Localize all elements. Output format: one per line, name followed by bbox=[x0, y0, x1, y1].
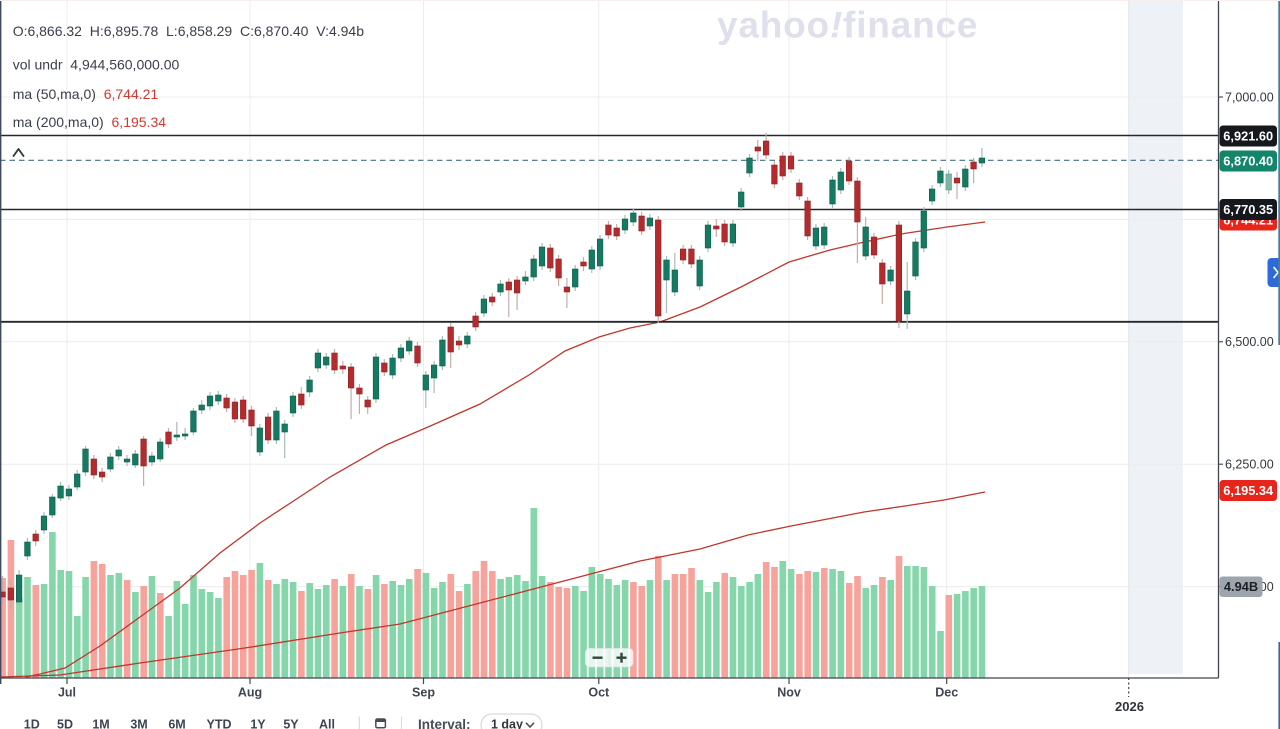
svg-text:6,500.00: 6,500.00 bbox=[1225, 335, 1274, 349]
svg-text:Aug: Aug bbox=[238, 686, 262, 700]
svg-text:6,921.60: 6,921.60 bbox=[1223, 128, 1273, 143]
svg-text:5Y: 5Y bbox=[283, 718, 299, 729]
svg-text:1D: 1D bbox=[24, 718, 40, 729]
svg-text:6,250.00: 6,250.00 bbox=[1225, 458, 1274, 472]
svg-text:1 day: 1 day bbox=[491, 718, 523, 729]
svg-text:6,195.34: 6,195.34 bbox=[1223, 483, 1274, 498]
svg-text:1M: 1M bbox=[92, 718, 109, 729]
svg-text:Sep: Sep bbox=[412, 686, 435, 700]
svg-text:5D: 5D bbox=[57, 718, 73, 729]
svg-text:O:6,866.32 H:6,895.78 L:6,85: O:6,866.32 H:6,895.78 L:6,858.29 C:6,870… bbox=[13, 23, 365, 39]
svg-text:Nov: Nov bbox=[777, 686, 801, 700]
svg-text:2026: 2026 bbox=[1115, 699, 1144, 714]
svg-text:Dec: Dec bbox=[935, 686, 958, 700]
svg-text:vol undr 4,944,560,000.00: vol undr 4,944,560,000.00 bbox=[13, 57, 180, 73]
svg-text:6M: 6M bbox=[168, 718, 185, 729]
svg-text:6,770.35: 6,770.35 bbox=[1223, 202, 1273, 217]
svg-text:Oct: Oct bbox=[588, 686, 610, 700]
svg-text:All: All bbox=[319, 718, 335, 729]
svg-text:ma (50,ma,0) 6,744.21: ma (50,ma,0) 6,744.21 bbox=[13, 86, 159, 102]
svg-text:ma (200,ma,0) 6,195.34: ma (200,ma,0) 6,195.34 bbox=[13, 114, 167, 130]
svg-text:yahoo!finance: yahoo!finance bbox=[717, 5, 978, 46]
svg-text:4.94B: 4.94B bbox=[1224, 579, 1258, 594]
svg-text:7,000.00: 7,000.00 bbox=[1225, 90, 1274, 104]
svg-text:1Y: 1Y bbox=[250, 718, 266, 729]
svg-text:Interval:: Interval: bbox=[418, 717, 471, 729]
svg-text:3M: 3M bbox=[130, 718, 147, 729]
svg-text:6,870.40: 6,870.40 bbox=[1223, 153, 1273, 168]
svg-text:YTD: YTD bbox=[207, 718, 232, 729]
svg-text:Jul: Jul bbox=[58, 686, 76, 700]
